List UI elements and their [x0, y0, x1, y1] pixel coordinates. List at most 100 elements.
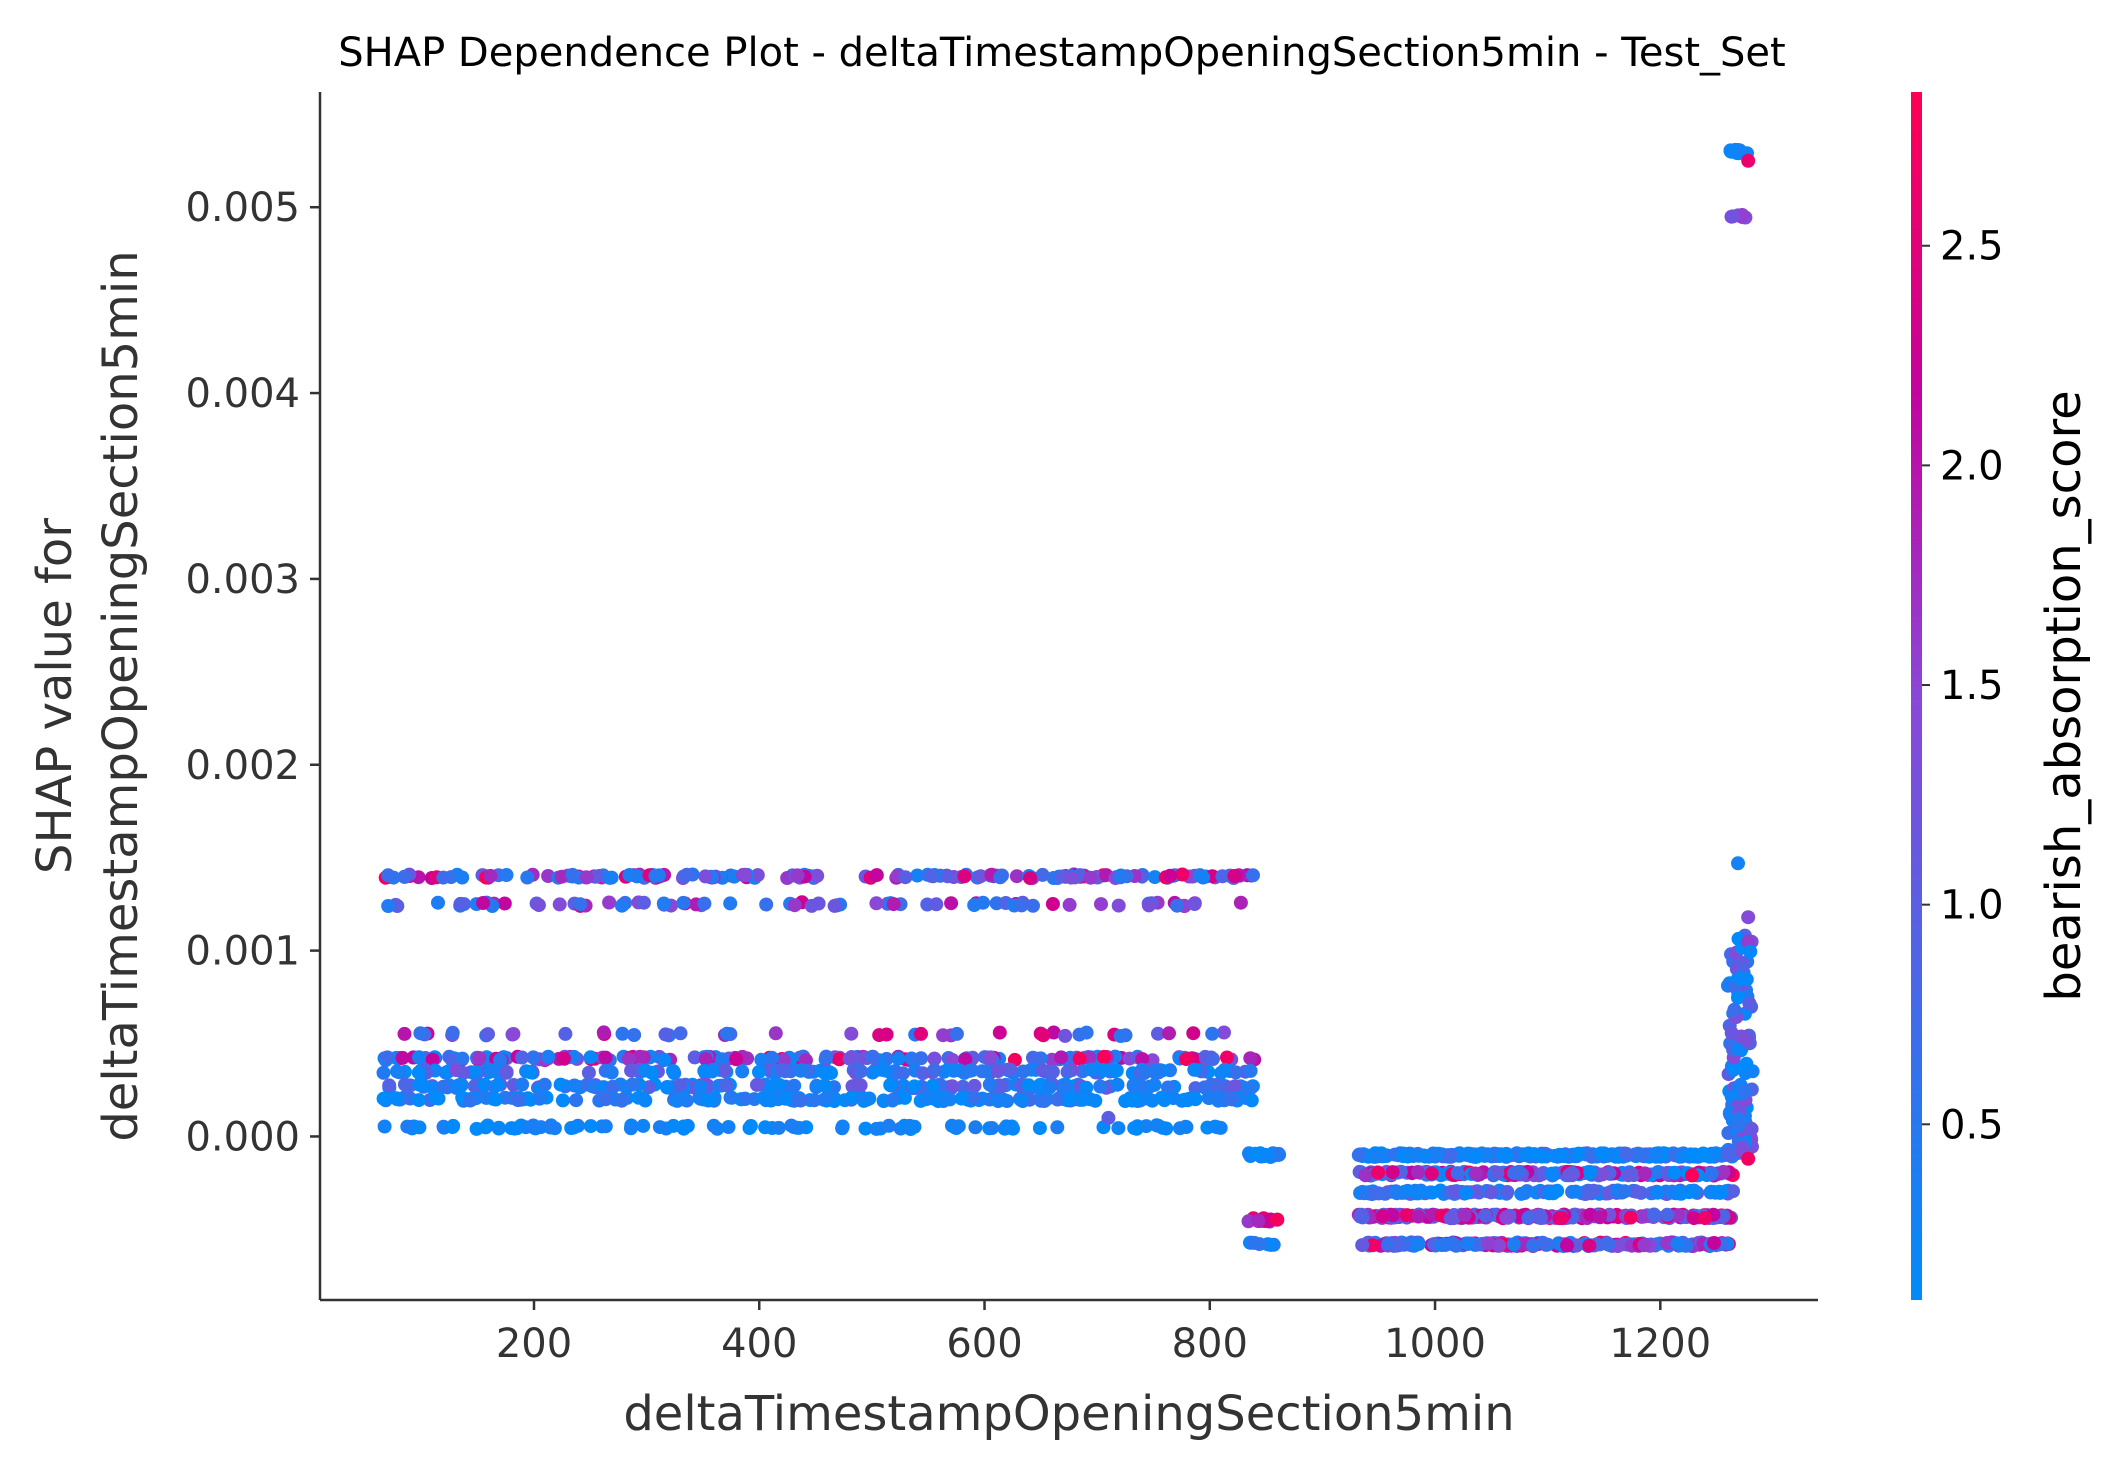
- scatter-point: [721, 1120, 736, 1134]
- scatter-point: [785, 1080, 800, 1095]
- scatter-point: [1109, 1063, 1124, 1078]
- scatter-point: [1560, 1238, 1574, 1253]
- scatter-point: [881, 1118, 896, 1133]
- scatter-point: [446, 1118, 461, 1133]
- scatter-point: [717, 1063, 732, 1078]
- scatter-point: [737, 867, 752, 882]
- scatter-point: [993, 870, 1008, 885]
- scatter-point: [1126, 1077, 1141, 1092]
- scatter-point: [531, 898, 546, 913]
- scatter-point: [949, 1026, 964, 1041]
- scatter-point: [598, 1050, 613, 1065]
- scatter-point: [412, 1077, 427, 1092]
- scatter-point: [567, 1078, 582, 1093]
- scatter-point: [1385, 1208, 1400, 1223]
- scatter-point: [1244, 1093, 1259, 1108]
- scatter-point: [697, 896, 712, 911]
- scatter-point: [472, 1051, 487, 1065]
- scatter-point: [1375, 1209, 1390, 1224]
- scatter-point: [885, 1093, 900, 1108]
- scatter-point: [1623, 1210, 1638, 1225]
- scatter-point: [927, 1062, 942, 1077]
- scatter-point: [983, 1050, 998, 1065]
- scatter-point: [1667, 1165, 1682, 1180]
- scatter-point: [807, 1093, 822, 1108]
- scatter-point: [1735, 1140, 1750, 1155]
- colorbar-tick-label: 2.0: [1940, 443, 2004, 489]
- scatter-point: [962, 1063, 977, 1078]
- x-tick-label: 200: [496, 1321, 572, 1367]
- scatter-point: [436, 870, 451, 885]
- scatter-point: [1469, 1149, 1484, 1164]
- scatter-point: [1094, 897, 1108, 912]
- scatter-point: [1424, 1166, 1439, 1181]
- scatter-point: [754, 1052, 769, 1067]
- colorbar-ticks: 0.5 1.0 1.5 2.0 2.5: [1922, 224, 2004, 1148]
- scatter-point: [1721, 1145, 1736, 1160]
- scatter-point: [1498, 1147, 1513, 1162]
- scatter-point: [1062, 897, 1077, 912]
- scatter-point: [1161, 1080, 1175, 1095]
- scatter-point: [1727, 1002, 1742, 1017]
- scatter-point: [832, 1052, 847, 1067]
- scatter-point: [510, 1093, 525, 1108]
- scatter-point: [1592, 1210, 1607, 1225]
- scatter-point: [790, 868, 805, 883]
- scatter-point: [765, 1050, 780, 1065]
- scatter-point: [1381, 1236, 1396, 1251]
- y-axis-title: SHAP value for deltaTimestampOpeningSect…: [27, 250, 149, 1141]
- scatter-point: [768, 1026, 783, 1041]
- scatter-point: [499, 1065, 514, 1079]
- scatter-point: [1060, 1064, 1075, 1079]
- scatter-point: [1741, 1151, 1756, 1166]
- scatter-point: [1450, 1166, 1465, 1181]
- scatter-point: [1385, 1165, 1400, 1180]
- scatter-point: [984, 1121, 999, 1135]
- scatter-point: [993, 1079, 1008, 1094]
- scatter-point: [845, 1079, 860, 1094]
- scatter-point: [784, 1118, 799, 1133]
- scatter-point: [954, 1091, 969, 1106]
- scatter-point: [660, 1080, 675, 1094]
- scatter-point: [1741, 910, 1756, 925]
- scatter-point: [1096, 1049, 1111, 1064]
- scatter-point: [1418, 1149, 1433, 1164]
- scatter-point: [1438, 1237, 1453, 1252]
- scatter-point: [1186, 1026, 1201, 1041]
- scatter-point: [411, 1093, 426, 1108]
- scatter-point: [537, 1077, 552, 1092]
- scatter-point: [1088, 1093, 1103, 1108]
- scatter-point: [996, 1092, 1011, 1107]
- scatter-point: [1617, 1184, 1632, 1199]
- scatter-point: [376, 1065, 391, 1080]
- scatter-point: [947, 1063, 962, 1078]
- scatter-point: [1030, 1051, 1045, 1066]
- scatter-point: [1220, 1050, 1234, 1065]
- scatter-point: [674, 1091, 689, 1106]
- scatter-point: [778, 1091, 793, 1106]
- scatter-point: [1037, 1094, 1052, 1108]
- scatter-point: [1054, 1050, 1069, 1065]
- scatter-point: [1561, 1168, 1576, 1183]
- scatter-point: [395, 1050, 410, 1065]
- scatter-point: [463, 1093, 478, 1108]
- scatter-point: [481, 1027, 495, 1042]
- scatter-point: [914, 1026, 928, 1041]
- scatter-point: [1411, 1209, 1426, 1224]
- scatter-point: [656, 896, 671, 911]
- scatter-point: [397, 1026, 412, 1041]
- scatter-point: [1739, 1056, 1754, 1071]
- scatter-point: [381, 868, 396, 883]
- scatter-point: [819, 1090, 834, 1105]
- scatter-point: [719, 1078, 734, 1093]
- scatter-point: [1110, 1077, 1125, 1092]
- scatter-point: [827, 898, 842, 913]
- scatter-point: [1731, 1119, 1746, 1134]
- scatter-point: [967, 898, 982, 913]
- scatter-point: [1197, 1080, 1212, 1095]
- scatter-point: [764, 1092, 778, 1107]
- scatter-point: [1447, 1184, 1462, 1199]
- scatter-point: [1628, 1184, 1643, 1199]
- scatter-point: [940, 869, 955, 884]
- scatter-point: [425, 1052, 440, 1067]
